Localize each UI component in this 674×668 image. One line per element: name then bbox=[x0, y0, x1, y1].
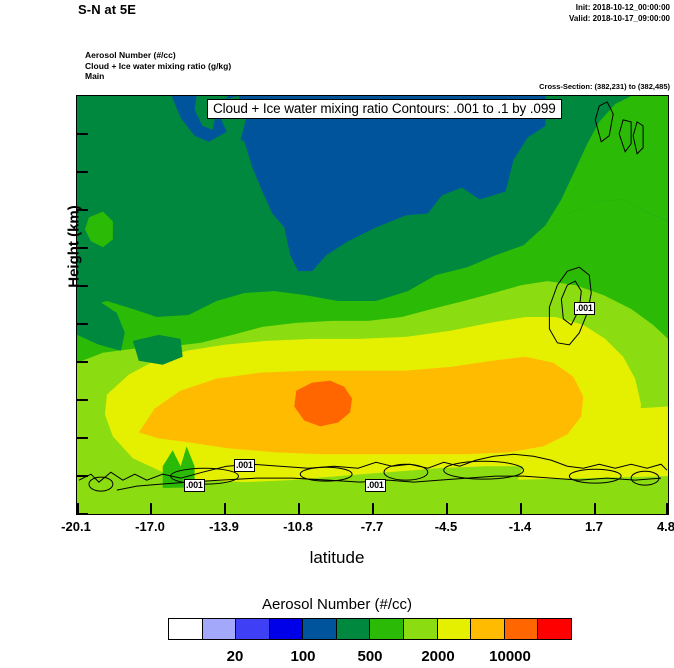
contour-label-surface-3: .001 bbox=[365, 479, 386, 492]
xtick-label: -4.5 bbox=[434, 519, 458, 534]
ytick-mark bbox=[77, 285, 88, 287]
init-time: Init: 2018-10-12_00:00:00 bbox=[575, 3, 670, 12]
ytick-mark bbox=[77, 513, 88, 514]
ytick-mark bbox=[77, 171, 88, 173]
xtick-label: -20.1 bbox=[61, 519, 91, 534]
colorbar-tick-label: 20 bbox=[226, 648, 244, 665]
aerosol-number-field bbox=[77, 96, 668, 514]
colorbar-title: Aerosol Number (#/cc) bbox=[261, 596, 413, 613]
colorbar bbox=[168, 618, 572, 640]
xtick-mark bbox=[77, 503, 79, 514]
colorbar-swatch-4 bbox=[303, 619, 337, 639]
xtick-label: -10.8 bbox=[283, 519, 313, 534]
ytick-mark bbox=[77, 399, 88, 401]
ytick-mark bbox=[77, 361, 88, 363]
xtick-label: -1.4 bbox=[508, 519, 532, 534]
variable-line-3: Main bbox=[85, 71, 105, 81]
x-axis-title: latitude bbox=[309, 548, 365, 567]
colorbar-tick-label: 100 bbox=[290, 648, 316, 665]
variable-line-2: Cloud + Ice water mixing ratio (g/kg) bbox=[85, 60, 232, 71]
colorbar-swatch-8 bbox=[437, 619, 472, 639]
variable-description-block: Aerosol Number (#/cc) Cloud + Ice water … bbox=[85, 50, 231, 82]
colorbar-swatch-2 bbox=[236, 619, 270, 639]
colorbar-swatch-3 bbox=[269, 619, 304, 639]
plot-area: .001 .001 .001 .001 Cloud + Ice water mi… bbox=[76, 95, 669, 515]
xtick-mark bbox=[372, 503, 374, 514]
valid-time: Valid: 2018-10-17_09:00:00 bbox=[569, 14, 670, 23]
variable-line-1: Aerosol Number (#/cc) bbox=[85, 50, 176, 60]
xtick-label: -13.9 bbox=[209, 519, 239, 534]
colorbar-tick-label: 10000 bbox=[489, 648, 531, 665]
ytick-mark bbox=[77, 475, 88, 477]
contour-label-mid: .001 bbox=[574, 302, 595, 315]
xtick-label: 4.8 bbox=[656, 519, 674, 534]
colorbar-swatch-9 bbox=[471, 619, 505, 639]
xtick-mark bbox=[666, 503, 668, 514]
xtick-mark bbox=[224, 503, 226, 514]
contour-label-surface-2: .001 bbox=[184, 479, 205, 492]
xtick-mark bbox=[446, 503, 448, 514]
plot-title-box: Cloud + Ice water mixing ratio Contours:… bbox=[207, 99, 562, 119]
xtick-mark bbox=[150, 503, 152, 514]
ytick-mark bbox=[77, 323, 88, 325]
xtick-mark bbox=[520, 503, 522, 514]
colorbar-swatch-6 bbox=[370, 619, 405, 639]
colorbar-swatch-7 bbox=[404, 619, 438, 639]
ytick-mark bbox=[77, 247, 88, 249]
timestamp-block: Init: 2018-10-12_00:00:00 Valid: 2018-10… bbox=[569, 2, 670, 24]
xtick-mark bbox=[298, 503, 300, 514]
cross-section-label: Cross-Section: (382,231) to (382,485) bbox=[539, 82, 670, 91]
ytick-mark bbox=[77, 437, 88, 439]
colorbar-swatch-0 bbox=[169, 619, 203, 639]
xtick-mark bbox=[594, 503, 596, 514]
ytick-mark bbox=[77, 133, 88, 135]
colorbar-swatch-11 bbox=[538, 619, 571, 639]
xtick-label: 1.7 bbox=[584, 519, 604, 534]
ytick-mark bbox=[77, 209, 88, 211]
contour-label-surface-1: .001 bbox=[234, 459, 255, 472]
colorbar-swatch-1 bbox=[202, 619, 237, 639]
colorbar-tick-label: 500 bbox=[357, 648, 383, 665]
colorbar-tick-label: 2000 bbox=[421, 648, 455, 665]
xtick-label: -17.0 bbox=[135, 519, 165, 534]
xtick-label: -7.7 bbox=[360, 519, 384, 534]
colorbar-swatch-5 bbox=[336, 619, 371, 639]
colorbar-swatch-10 bbox=[504, 619, 539, 639]
y-axis-title: Height (km) bbox=[66, 167, 83, 327]
page-title: S-N at 5E bbox=[78, 2, 136, 17]
y-axis-title-text: Height (km) bbox=[65, 205, 83, 288]
